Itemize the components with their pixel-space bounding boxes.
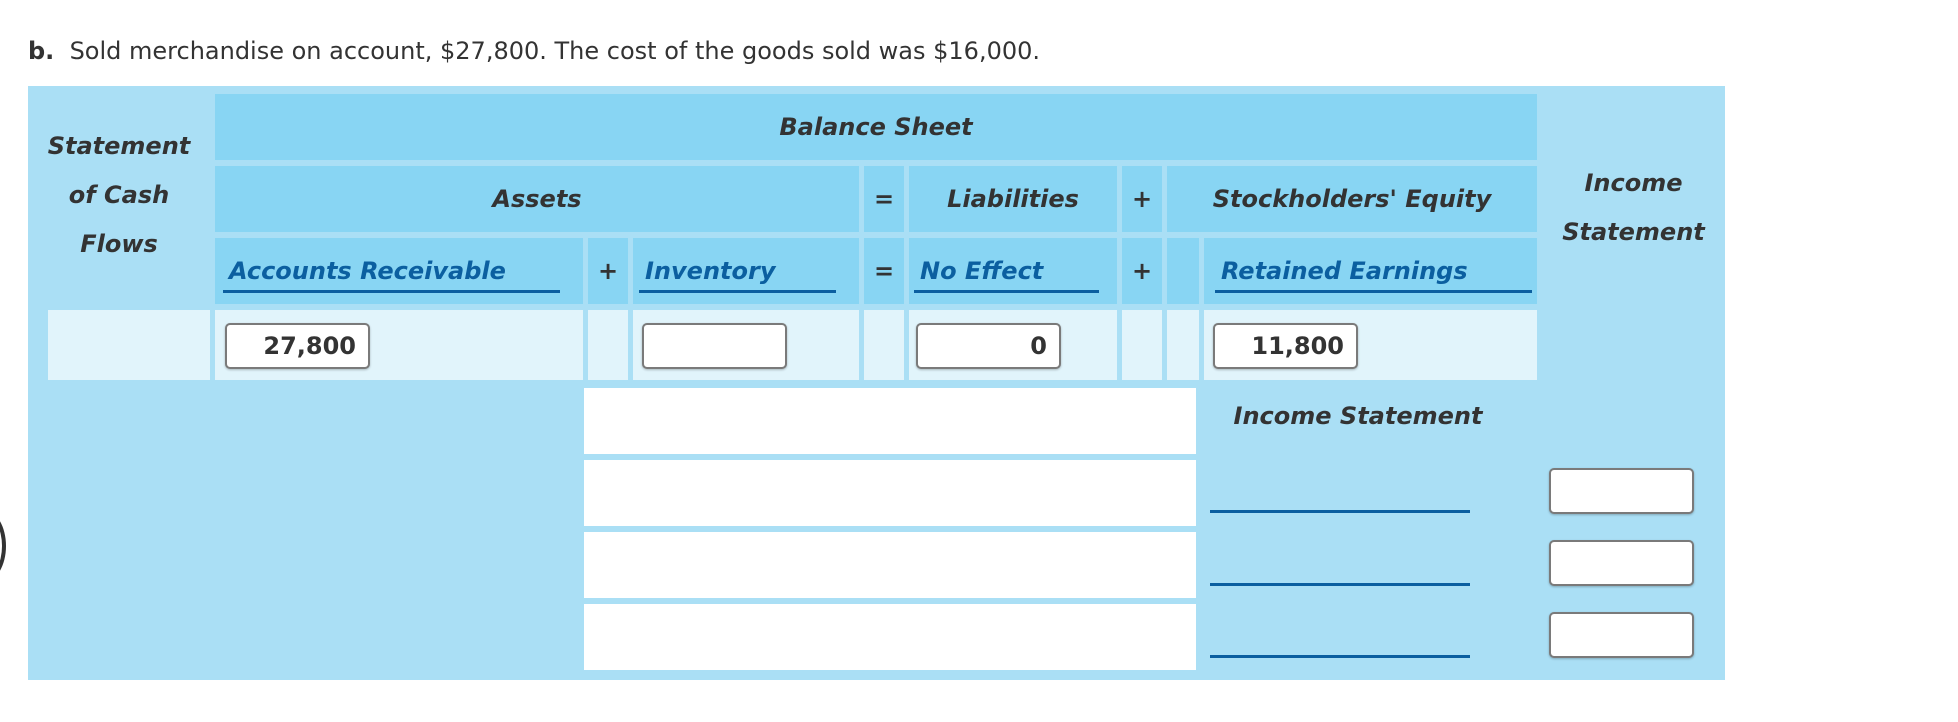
accounts-receivable-select[interactable]: Accounts Receivable [223, 251, 560, 293]
plus-sign-accounts: + [1122, 238, 1162, 304]
liabilities-header: Liabilities [909, 166, 1117, 232]
stockholders-equity-header: Stockholders' Equity [1167, 166, 1537, 232]
plus-input-cell [588, 310, 628, 380]
liabilities-effect-cell [909, 238, 1117, 304]
liabilities-title: Liabilities [947, 185, 1079, 213]
retained-earnings-cell [1204, 238, 1537, 304]
income-statement-row-3 [584, 532, 1196, 598]
retained-earnings-input[interactable]: 11,800 [1213, 323, 1358, 369]
spacer-input-cell [1167, 310, 1199, 380]
is-col-line-2: Statement [1562, 218, 1705, 246]
plus-symbol: + [1131, 185, 1153, 213]
plus-sign-assets: + [588, 238, 628, 304]
plus-input-cell-2 [1122, 310, 1162, 380]
equals-symbol: = [873, 185, 895, 213]
assets-header: Assets [215, 166, 859, 232]
plus-symbol: + [1131, 257, 1153, 285]
inventory-cell [633, 238, 859, 304]
income-statement-title: Income Statement [1233, 402, 1483, 430]
inventory-input[interactable] [642, 323, 787, 369]
income-statement-section-header: Income Statement [1208, 386, 1508, 446]
equals-symbol: = [873, 257, 895, 285]
transaction-analysis-panel: Statement of Cash Flows Balance Sheet As… [28, 86, 1725, 680]
liabilities-input[interactable]: 0 [916, 323, 1061, 369]
cash-flows-input-cell [48, 310, 210, 380]
scf-line-3: Flows [80, 229, 158, 258]
retained-earnings-select[interactable]: Retained Earnings [1215, 251, 1532, 293]
balance-sheet-title: Balance Sheet [779, 113, 973, 141]
plus-sign-header: + [1122, 166, 1162, 232]
income-statement-input-2[interactable] [1549, 540, 1694, 586]
liabilities-effect-select[interactable]: No Effect [914, 251, 1099, 293]
scf-line-1: Statement [47, 131, 191, 160]
question-label: b. [28, 37, 55, 65]
income-statement-select-line-1[interactable] [1210, 510, 1470, 513]
question-text: b. Sold merchandise on account, $27,800.… [28, 33, 1040, 69]
income-statement-row-1 [584, 388, 1196, 454]
statement-of-cash-flows-header: Statement of Cash Flows [28, 86, 210, 304]
plus-symbol: + [597, 257, 619, 285]
assets-title: Assets [492, 185, 582, 213]
equals-sign-accounts: = [864, 238, 904, 304]
income-statement-row-4 [584, 604, 1196, 670]
income-statement-input-1[interactable] [1549, 468, 1694, 514]
income-statement-row-2 [584, 460, 1196, 526]
question-body: Sold merchandise on account, $27,800. Th… [69, 37, 1041, 65]
accounts-receivable-input[interactable]: 27,800 [225, 323, 370, 369]
balance-sheet-header: Balance Sheet [215, 94, 1537, 160]
scf-line-2: of Cash [68, 180, 170, 209]
is-col-line-1: Income [1584, 169, 1683, 197]
income-statement-column-header: Income Statement [1542, 158, 1725, 258]
equals-input-cell [864, 310, 904, 380]
equals-sign-header: = [864, 166, 904, 232]
income-statement-select-line-3[interactable] [1210, 655, 1470, 658]
stockholders-equity-title: Stockholders' Equity [1212, 185, 1492, 213]
partial-circle-icon [0, 510, 6, 582]
accounts-receivable-cell [215, 238, 583, 304]
spacer-cell [1167, 238, 1199, 304]
inventory-select[interactable]: Inventory [639, 251, 836, 293]
income-statement-input-3[interactable] [1549, 612, 1694, 658]
income-statement-select-line-2[interactable] [1210, 583, 1470, 586]
